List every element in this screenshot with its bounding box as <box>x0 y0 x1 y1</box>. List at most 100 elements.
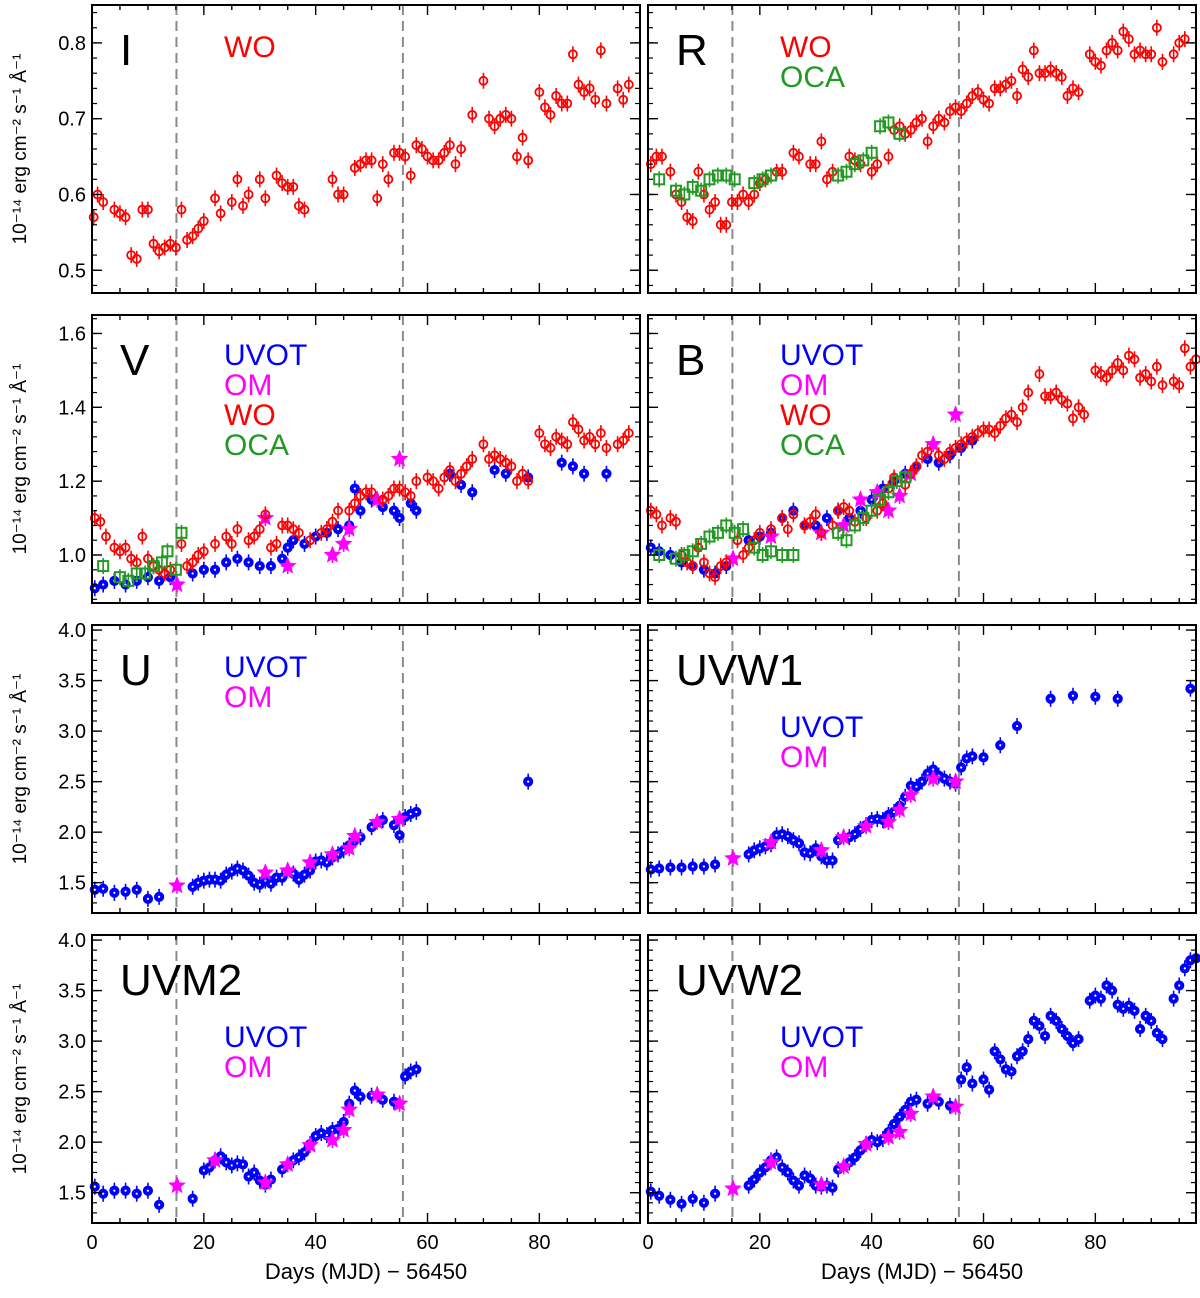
panel-v-oca-point <box>176 525 186 541</box>
marker-dot <box>1178 984 1180 986</box>
panel-b-legend-oca: OCA <box>780 429 845 462</box>
marker-dot <box>1072 695 1074 697</box>
marker-dot <box>1050 698 1052 700</box>
panel-uvw1-uvot-point <box>1046 691 1055 707</box>
marker-dot <box>893 1123 895 1125</box>
panel-r-wo-point <box>1035 65 1043 81</box>
marker-dot <box>837 839 839 841</box>
panel-uvw1-uvot-point <box>979 749 988 765</box>
panel-r-wo-point <box>1030 42 1038 58</box>
panel-i-wo-point <box>479 73 487 89</box>
panel-uvm2-y-tick-label: 1.5 <box>58 1183 86 1205</box>
panel-i-wo-point <box>591 92 599 108</box>
marker-dot <box>259 884 261 886</box>
panel-uvm2-x-tick-label: 0 <box>86 1232 97 1254</box>
panel-i-wo-point <box>390 145 398 161</box>
marker-dot <box>298 1156 300 1158</box>
panel-v-wo-point <box>233 521 241 537</box>
panel-uvw1-legend-uvot: UVOT <box>780 711 863 744</box>
marker-dot <box>494 469 496 471</box>
panel-uvw2-uvot-point <box>1024 1031 1033 1047</box>
panel-r-legend-wo: WO <box>780 31 832 64</box>
panel-v-uvot-point <box>602 466 611 482</box>
panel-r-wo-point <box>694 164 702 180</box>
panel-uvw2-x-axis-label: Days (MJD) − 56450 <box>821 1259 1023 1284</box>
marker-dot <box>326 861 328 863</box>
panel-r-wo-point <box>717 217 725 233</box>
marker-dot <box>337 528 339 530</box>
panel-i-wo-point <box>245 186 253 202</box>
panel-b-oca-point <box>777 547 787 563</box>
marker-dot <box>994 1050 996 1052</box>
marker-dot <box>192 886 194 888</box>
panel-uvw2-x-tick-label: 0 <box>642 1232 653 1254</box>
panel-i-y-tick-label: 0.7 <box>58 109 86 131</box>
marker-dot <box>680 1203 682 1205</box>
panel-r-wo-point <box>991 80 999 96</box>
panel-uvw1-uvot-point <box>711 856 720 872</box>
marker-dot <box>1117 698 1119 700</box>
panel-i-wo-point <box>328 171 336 187</box>
panel-i-wo-point <box>519 130 527 146</box>
panel-b-wo-point <box>784 521 792 537</box>
panel-uvm2-uvot-point <box>132 1186 141 1202</box>
panel-r-band-label: R <box>676 26 708 75</box>
panel-uvw2-uvot-point <box>1136 1021 1145 1037</box>
panel-v-y-tick-label: 1.0 <box>58 545 86 567</box>
marker-dot <box>354 487 356 489</box>
panel-uvw1-uvot-point <box>996 737 1005 753</box>
marker-dot <box>158 896 160 898</box>
panel-uvm2-y-tick-label: 3.0 <box>58 1031 86 1053</box>
panel-v-uvot-point <box>222 554 231 570</box>
marker-dot <box>1061 1028 1063 1030</box>
panel-i-wo-point <box>233 171 241 187</box>
marker-dot <box>1010 1070 1012 1072</box>
marker-dot <box>415 510 417 512</box>
marker-dot <box>247 561 249 563</box>
panel-r-oca-point <box>867 145 877 161</box>
panel-uvw1-uvot-point <box>655 861 664 877</box>
panel-uvm2-legend-uvot: UVOT <box>224 1021 307 1054</box>
panel-i-wo-point <box>457 141 465 157</box>
marker-dot <box>803 1174 805 1176</box>
panel-v-uvot-point <box>211 562 220 578</box>
marker-dot <box>1122 1008 1124 1010</box>
panel-u-y-tick-label: 2.5 <box>58 772 86 794</box>
marker-dot <box>102 888 104 890</box>
panel-uvm2-x-tick-label: 60 <box>416 1232 438 1254</box>
panel-u-y-axis-label: 10⁻¹⁴ erg cm⁻² s⁻¹ Å⁻¹ <box>10 674 31 865</box>
marker-dot <box>1128 1005 1130 1007</box>
marker-dot <box>242 869 244 871</box>
panel-uvm2-y-tick-label: 4.0 <box>58 930 86 952</box>
panel-uvm2-legend-om: OM <box>224 1051 272 1084</box>
panel-i-wo-point <box>340 186 348 202</box>
marker-dot <box>343 849 345 851</box>
panel-i-wo-point <box>614 80 622 96</box>
panel-uvm2-uvot-point <box>155 1197 164 1213</box>
marker-dot <box>714 863 716 865</box>
panel-uvw2-uvot-point <box>1041 1028 1050 1044</box>
panel-v-uvot-point <box>356 503 365 519</box>
panel-i-wo-point <box>217 205 225 221</box>
panel-uvw1-om-point <box>725 850 740 866</box>
panel-i-wo-point <box>228 194 236 210</box>
marker-dot <box>893 811 895 813</box>
panel-uvw2-uvot-point <box>968 1076 977 1092</box>
marker-dot <box>292 539 294 541</box>
panel-v-wo-point <box>479 436 487 452</box>
panel-v-wo-point <box>211 536 219 552</box>
marker-dot <box>859 510 861 512</box>
panel-uvw1-uvot-point <box>1013 718 1022 734</box>
marker-dot <box>315 1135 317 1137</box>
marker-dot <box>147 898 149 900</box>
marker-dot <box>415 811 417 813</box>
panel-i-wo-point <box>524 152 532 168</box>
marker-dot <box>242 1163 244 1165</box>
panel-r-wo-point <box>1158 54 1166 70</box>
panel-uvw1-legend-om: OM <box>780 741 828 774</box>
panel-i-wo-point <box>597 42 605 58</box>
panel-v-oca-point <box>98 558 108 574</box>
panel-uvm2-uvot-point <box>238 1156 247 1172</box>
panel-u-y-tick-label: 2.0 <box>58 822 86 844</box>
